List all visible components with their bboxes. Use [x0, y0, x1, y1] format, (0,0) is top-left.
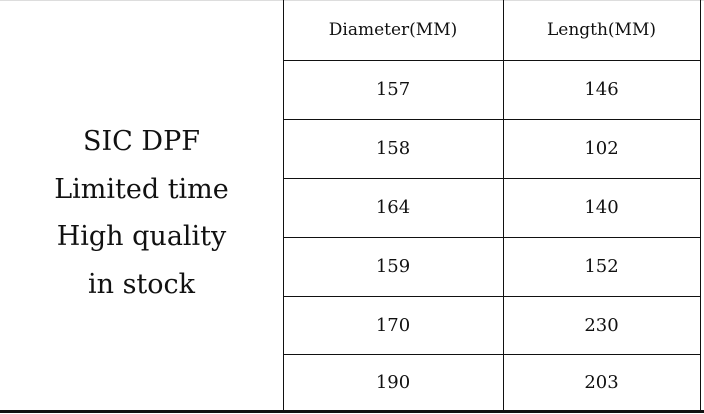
table-bottom-border — [0, 410, 704, 413]
table-cell: 158 — [375, 138, 411, 159]
table-cell: 190 — [375, 372, 411, 393]
top-edge — [0, 0, 704, 1]
row-border — [283, 354, 701, 355]
promo-line: Limited time — [54, 173, 229, 205]
table-cell: 152 — [584, 256, 619, 277]
table-cell: 203 — [584, 372, 619, 393]
promo-line: in stock — [87, 268, 196, 300]
table-cell: 140 — [584, 197, 619, 218]
row-border — [283, 178, 701, 179]
promo-text: SIC DPF Limited time High quality in sto… — [0, 118, 283, 308]
column-header: Length(MM) — [546, 20, 657, 40]
row-border — [283, 119, 701, 120]
column-header: Diameter(MM) — [328, 20, 458, 40]
table-cell: 157 — [375, 79, 411, 100]
table-cell: 164 — [375, 197, 411, 218]
row-border — [283, 60, 701, 61]
row-border — [283, 296, 701, 297]
column-border — [503, 0, 504, 411]
promo-line: SIC DPF — [83, 126, 200, 157]
row-border — [283, 237, 701, 238]
column-border — [283, 0, 284, 411]
table-cell: 146 — [584, 79, 619, 100]
table-cell: 159 — [375, 256, 411, 277]
table-cell: 230 — [584, 314, 619, 336]
table-cell: 102 — [584, 138, 619, 159]
table-cell: 170 — [375, 314, 411, 336]
column-border — [700, 0, 701, 411]
promo-line: High quality — [56, 221, 227, 252]
